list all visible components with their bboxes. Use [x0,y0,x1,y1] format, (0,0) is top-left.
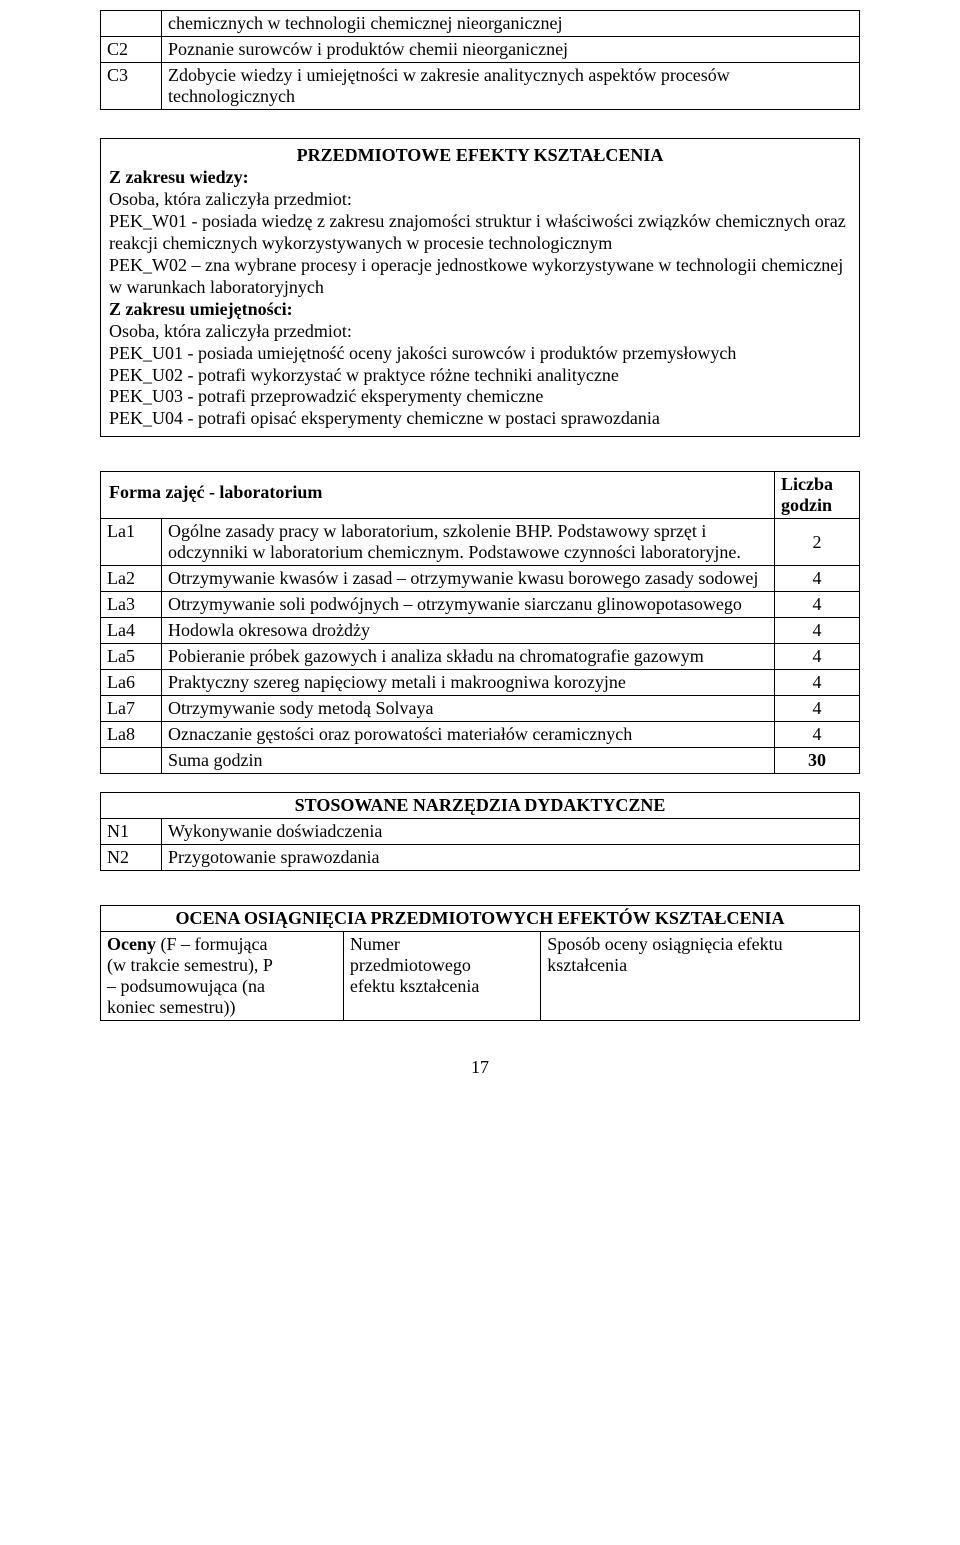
assessment-col1-l2: (w trakcie semestru), P [107,955,273,975]
pek-w02: PEK_W02 – zna wybrane procesy i operacje… [109,255,851,299]
cell-text: Ogólne zasady pracy w laboratorium, szko… [162,519,775,566]
assessment-col2-l3: efektu kształcenia [350,976,479,996]
cell-sum-hours: 30 [775,748,860,774]
cell-label: N2 [101,845,162,871]
table-row: La8 Oznaczanie gęstości oraz porowatości… [101,722,860,748]
cell-hours: 4 [775,592,860,618]
assessment-col2: Numer przedmiotowego efektu kształcenia [343,932,540,1021]
cell-label: La8 [101,722,162,748]
assessment-col1-l4: koniec semestru)) [107,997,235,1017]
cell-text: Zdobycie wiedzy i umiejętności w zakresi… [162,63,860,110]
tools-table: STOSOWANE NARZĘDZIA DYDAKTYCZNE N1 Wykon… [100,792,860,871]
cell-text: Otrzymywanie sody metodą Solvaya [162,696,775,722]
cell-text: Pobieranie próbek gazowych i analiza skł… [162,644,775,670]
cell-text: Przygotowanie sprawozdania [162,845,860,871]
cell-text: Hodowla okresowa drożdży [162,618,775,644]
assessment-col1-l3: – podsumowująca (na [107,976,265,996]
cell-hours: 4 [775,696,860,722]
cell-label: C2 [101,37,162,63]
cell-text: chemicznych w technologii chemicznej nie… [162,11,860,37]
lab-table: Forma zajęć - laboratorium Liczba godzin… [100,471,860,774]
table-row: OCENA OSIĄGNIĘCIA PRZEDMIOTOWYCH EFEKTÓW… [101,906,860,932]
cell-label: La6 [101,670,162,696]
cell-label: La5 [101,644,162,670]
table-row: La1 Ogólne zasady pracy w laboratorium, … [101,519,860,566]
pek-u01: PEK_U01 - posiada umiejętność oceny jako… [109,343,851,365]
assessment-col1-l1b: (F – formująca [161,934,268,954]
pek-box: PRZEDMIOTOWE EFEKTY KSZTAŁCENIA Z zakres… [100,138,860,437]
cell-hours: 2 [775,519,860,566]
cell-label: La3 [101,592,162,618]
cell-label: La2 [101,566,162,592]
table-row: La6 Praktyczny szereg napięciowy metali … [101,670,860,696]
cell-text: Otrzymywanie kwasów i zasad – otrzymywan… [162,566,775,592]
assessment-col1-l1: Oceny [107,934,161,954]
pek-u04: PEK_U04 - potrafi opisać eksperymenty ch… [109,408,851,430]
cell-hours: 4 [775,722,860,748]
assessment-col2-l2: przedmiotowego [350,955,471,975]
table-row: La3 Otrzymywanie soli podwójnych – otrzy… [101,592,860,618]
cell-label: N1 [101,819,162,845]
pek-u02: PEK_U02 - potrafi wykorzystać w praktyce… [109,365,851,387]
pek-osoba-2: Osoba, która zaliczyła przedmiot: [109,321,851,343]
table-row: Oceny (F – formująca (w trakcie semestru… [101,932,860,1021]
pek-w01: PEK_W01 - posiada wiedzę z zakresu znajo… [109,211,851,255]
cell-hours: 4 [775,566,860,592]
lab-hours-heading: Liczba godzin [775,472,860,519]
cell-text: Wykonywanie doświadczenia [162,819,860,845]
cell-hours: 4 [775,644,860,670]
cell-label: La1 [101,519,162,566]
pek-wiedzy-heading: Z zakresu wiedzy: [109,167,851,189]
assessment-table: OCENA OSIĄGNIĘCIA PRZEDMIOTOWYCH EFEKTÓW… [100,905,860,1021]
table-row: Suma godzin 30 [101,748,860,774]
table-row: STOSOWANE NARZĘDZIA DYDAKTYCZNE [101,793,860,819]
cell-blank [101,748,162,774]
lab-heading-text: Forma zajęć - laboratorium [109,482,322,502]
cell-text: Otrzymywanie soli podwójnych – otrzymywa… [162,592,775,618]
table-row: La5 Pobieranie próbek gazowych i analiza… [101,644,860,670]
lab-heading: Forma zajęć - laboratorium [101,472,775,519]
table-row: La2 Otrzymywanie kwasów i zasad – otrzym… [101,566,860,592]
pek-u03: PEK_U03 - potrafi przeprowadzić eksperym… [109,386,851,408]
assessment-col3-l2: kształcenia [547,955,627,975]
table-row: N1 Wykonywanie doświadczenia [101,819,860,845]
table-row: N2 Przygotowanie sprawozdania [101,845,860,871]
page-number: 17 [100,1057,860,1078]
table-row: Forma zajęć - laboratorium Liczba godzin [101,472,860,519]
cell-text: Poznanie surowców i produktów chemii nie… [162,37,860,63]
pek-umiej-heading: Z zakresu umiejętności: [109,299,851,321]
assessment-col1: Oceny (F – formująca (w trakcie semestru… [101,932,344,1021]
cell-label: La7 [101,696,162,722]
assessment-title: OCENA OSIĄGNIĘCIA PRZEDMIOTOWYCH EFEKTÓW… [101,906,860,932]
pek-osoba: Osoba, która zaliczyła przedmiot: [109,189,851,211]
cell-label: C3 [101,63,162,110]
table-row: chemicznych w technologii chemicznej nie… [101,11,860,37]
cell-label: La4 [101,618,162,644]
table-row: La4 Hodowla okresowa drożdży 4 [101,618,860,644]
pek-title: PRZEDMIOTOWE EFEKTY KSZTAŁCENIA [109,145,851,167]
cell-text: Oznaczanie gęstości oraz porowatości mat… [162,722,775,748]
cell-blank [101,11,162,37]
assessment-col3-l1: Sposób oceny osiągnięcia efektu [547,934,782,954]
table-row: C3 Zdobycie wiedzy i umiejętności w zakr… [101,63,860,110]
tools-title: STOSOWANE NARZĘDZIA DYDAKTYCZNE [101,793,860,819]
objectives-table: chemicznych w technologii chemicznej nie… [100,10,860,110]
table-row: La7 Otrzymywanie sody metodą Solvaya 4 [101,696,860,722]
assessment-col2-l1: Numer [350,934,400,954]
cell-sum-label: Suma godzin [162,748,775,774]
assessment-col3: Sposób oceny osiągnięcia efektu kształce… [541,932,860,1021]
cell-hours: 4 [775,670,860,696]
table-row: C2 Poznanie surowców i produktów chemii … [101,37,860,63]
cell-hours: 4 [775,618,860,644]
cell-text: Praktyczny szereg napięciowy metali i ma… [162,670,775,696]
